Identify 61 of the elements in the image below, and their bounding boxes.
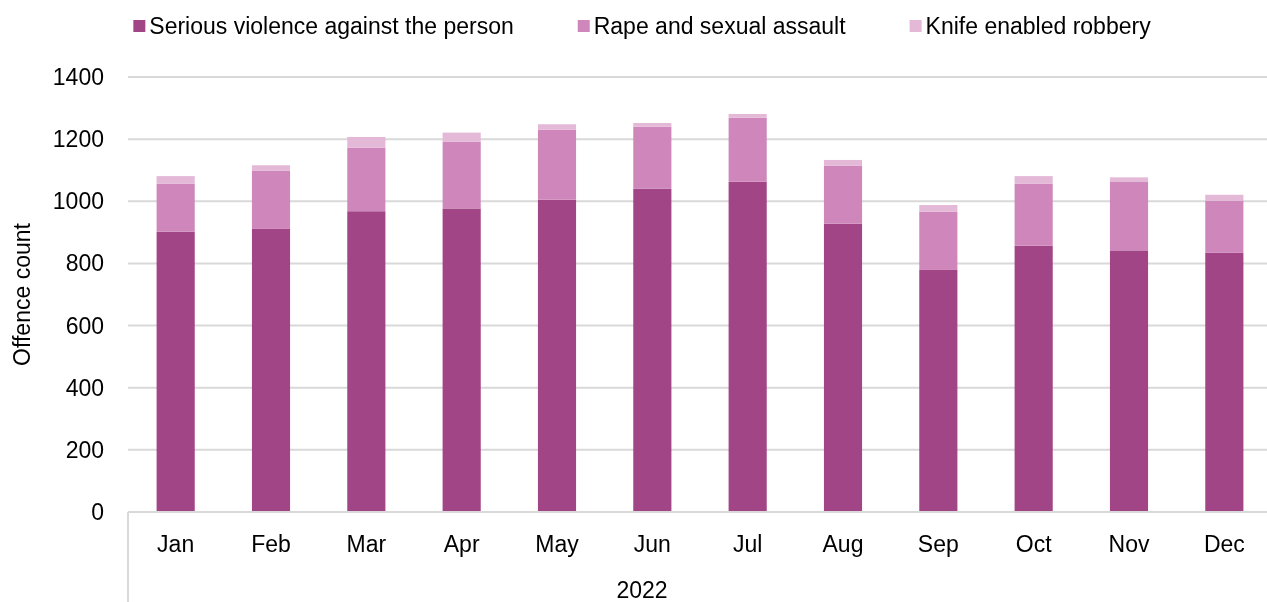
y-tick-label: 1200 bbox=[52, 126, 104, 153]
x-tick-label: Apr bbox=[443, 531, 480, 557]
x-tick-label: Dec bbox=[1203, 531, 1245, 557]
y-tick-label: 400 bbox=[65, 374, 104, 401]
bar bbox=[442, 141, 481, 209]
bar bbox=[156, 183, 195, 232]
bar bbox=[1109, 182, 1149, 251]
x-tick-label: Nov bbox=[1108, 531, 1150, 557]
bar bbox=[347, 147, 386, 212]
x-tick-label: Feb bbox=[251, 531, 291, 557]
bar bbox=[537, 199, 577, 512]
bar bbox=[919, 205, 958, 212]
bar bbox=[1014, 183, 1053, 246]
x-tick-label: May bbox=[535, 531, 580, 557]
y-tick-label: 0 bbox=[91, 499, 104, 525]
x-tick-label: Sep bbox=[917, 531, 959, 557]
bar bbox=[728, 181, 767, 512]
bar bbox=[156, 176, 195, 184]
bar bbox=[1205, 200, 1244, 253]
bar bbox=[156, 231, 195, 512]
legend-label: Rape and sexual assault bbox=[593, 13, 847, 39]
x-tick-label: Aug bbox=[822, 531, 864, 557]
bar bbox=[442, 132, 481, 142]
x-tick-label: Jan bbox=[157, 531, 195, 557]
bar bbox=[251, 165, 291, 171]
bar bbox=[1109, 177, 1149, 183]
bar bbox=[251, 228, 291, 512]
bar bbox=[728, 113, 767, 118]
y-tick-label: 800 bbox=[65, 250, 104, 277]
x-tick-label: Jul bbox=[732, 531, 763, 557]
bar bbox=[633, 122, 672, 127]
bar bbox=[633, 188, 672, 512]
x-tick-label: Oct bbox=[1015, 531, 1053, 557]
bar bbox=[823, 165, 863, 224]
bar bbox=[728, 117, 767, 182]
bar bbox=[1205, 194, 1244, 201]
bar bbox=[919, 269, 958, 512]
legend-label: Serious violence against the person bbox=[149, 13, 514, 39]
bar bbox=[823, 159, 863, 166]
bar bbox=[1014, 245, 1053, 512]
bar bbox=[537, 129, 577, 200]
bar bbox=[1109, 250, 1149, 512]
bar bbox=[537, 124, 577, 130]
y-tick-label: 1000 bbox=[52, 188, 104, 215]
bar bbox=[251, 170, 291, 229]
bar bbox=[633, 126, 672, 189]
bar bbox=[347, 211, 386, 512]
y-axis-title: Offence count bbox=[9, 222, 35, 366]
x-tick-label: Jun bbox=[633, 531, 671, 557]
bar bbox=[347, 136, 386, 148]
bar bbox=[823, 223, 863, 512]
bar bbox=[1014, 176, 1053, 184]
legend-label: Knife enabled robbery bbox=[925, 13, 1152, 39]
x-axis-title: 2022 bbox=[616, 577, 668, 602]
y-tick-label: 200 bbox=[65, 436, 104, 463]
y-tick-label: 600 bbox=[65, 312, 104, 339]
y-tick-label: 1400 bbox=[52, 64, 104, 90]
bar bbox=[919, 211, 958, 270]
bar bbox=[1205, 252, 1244, 512]
x-tick-label: Mar bbox=[346, 531, 387, 557]
bar bbox=[442, 208, 481, 512]
